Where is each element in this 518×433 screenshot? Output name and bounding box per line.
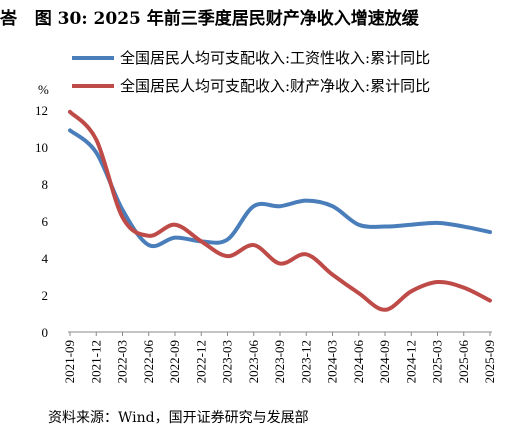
x-tick-label: 2023-09 <box>272 340 287 383</box>
figure-title: 峇 图 30: 2025 年前三季度居民财产净收入增速放缓 <box>0 4 419 29</box>
x-tick-label: 2025-06 <box>456 340 471 384</box>
title-text: 2025 年前三季度居民财产净收入增速放缓 <box>93 9 419 29</box>
x-tick-label: 2024-03 <box>325 340 340 383</box>
x-tick-label: 2024-12 <box>403 340 418 383</box>
x-tick-label: 2021-12 <box>88 340 103 383</box>
legend-label: 全国居民人均可支配收入:工资性收入:累计同比 <box>120 49 430 67</box>
y-axis-unit-label: % <box>38 82 49 97</box>
chart-axes: % 0 2 4 6 8 10 12 2021-09 2021-12 2022-03 2022-06 20… <box>35 82 497 383</box>
x-tick-label: 2022-12 <box>193 340 208 383</box>
x-tick-label: 2023-03 <box>220 340 235 383</box>
y-tick-label: 2 <box>42 288 49 303</box>
chart-legend: 全国居民人均可支配收入:工资性收入:累计同比全国居民人均可支配收入:财产净收入:… <box>72 49 430 95</box>
y-tick-label: 0 <box>42 325 49 340</box>
x-tick-label: 2024-06 <box>351 340 366 384</box>
x-tick-label: 2025-03 <box>430 340 445 383</box>
chart-series <box>68 109 492 312</box>
wage-income-series-line <box>68 128 492 249</box>
x-tick-label: 2022-09 <box>167 340 182 383</box>
legend-label: 全国居民人均可支配收入:财产净收入:累计同比 <box>120 77 430 95</box>
y-tick-label: 8 <box>42 177 49 192</box>
y-tick-label: 4 <box>42 251 49 266</box>
y-tick-label: 10 <box>35 140 48 155</box>
property-income-series-line <box>68 109 492 312</box>
x-tick-label: 2023-06 <box>246 340 261 384</box>
x-tick-label: 2025-09 <box>482 340 497 383</box>
y-tick-label: 12 <box>35 103 48 118</box>
source-note: 资料来源：Wind，国开证券研究与发展部 <box>48 410 309 426</box>
x-tick-label: 2022-06 <box>141 340 156 384</box>
x-tick-label: 2023-12 <box>298 340 313 383</box>
x-tick-label: 2021-09 <box>62 340 77 383</box>
title-prefix: 峇 <box>0 9 17 29</box>
x-tick-label: 2022-03 <box>115 340 130 383</box>
y-tick-label: 6 <box>42 214 49 229</box>
figure-number: 图 30: <box>34 9 88 29</box>
x-tick-label: 2024-09 <box>377 340 392 383</box>
